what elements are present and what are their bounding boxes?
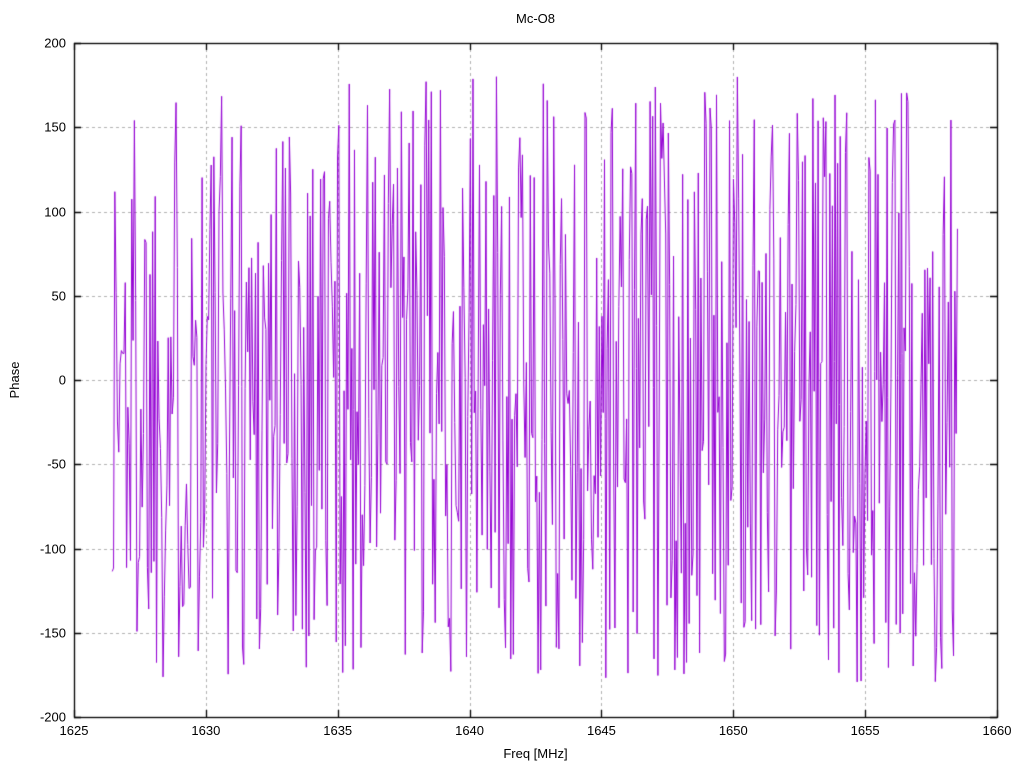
x-tick-label: 1645 xyxy=(586,723,616,738)
y-tick-label: -100 xyxy=(39,541,66,556)
y-axis-label-text: Phase xyxy=(7,361,22,399)
y-tick-label: -200 xyxy=(39,709,66,725)
x-tick-label: 1640 xyxy=(455,723,485,738)
x-tick-label: 1630 xyxy=(191,723,221,738)
y-tick-label: -150 xyxy=(39,625,66,641)
x-tick-label: 1655 xyxy=(850,723,880,738)
x-tick-label: 1650 xyxy=(718,723,748,738)
x-axis-label: Freq [MHz] xyxy=(503,746,568,761)
y-tick-label: 100 xyxy=(44,204,66,219)
y-tick-label: 50 xyxy=(51,288,66,304)
y-tick-label: 150 xyxy=(44,119,66,135)
chart-title: Mc-O8 xyxy=(516,11,555,26)
y-tick-label: 0 xyxy=(58,372,66,388)
x-tick-label: 1625 xyxy=(59,723,89,738)
x-tick-label: 1635 xyxy=(323,723,353,738)
y-tick-label: -50 xyxy=(47,456,66,472)
x-tick-label: 1660 xyxy=(982,723,1012,738)
y-tick-label: 200 xyxy=(44,35,66,51)
